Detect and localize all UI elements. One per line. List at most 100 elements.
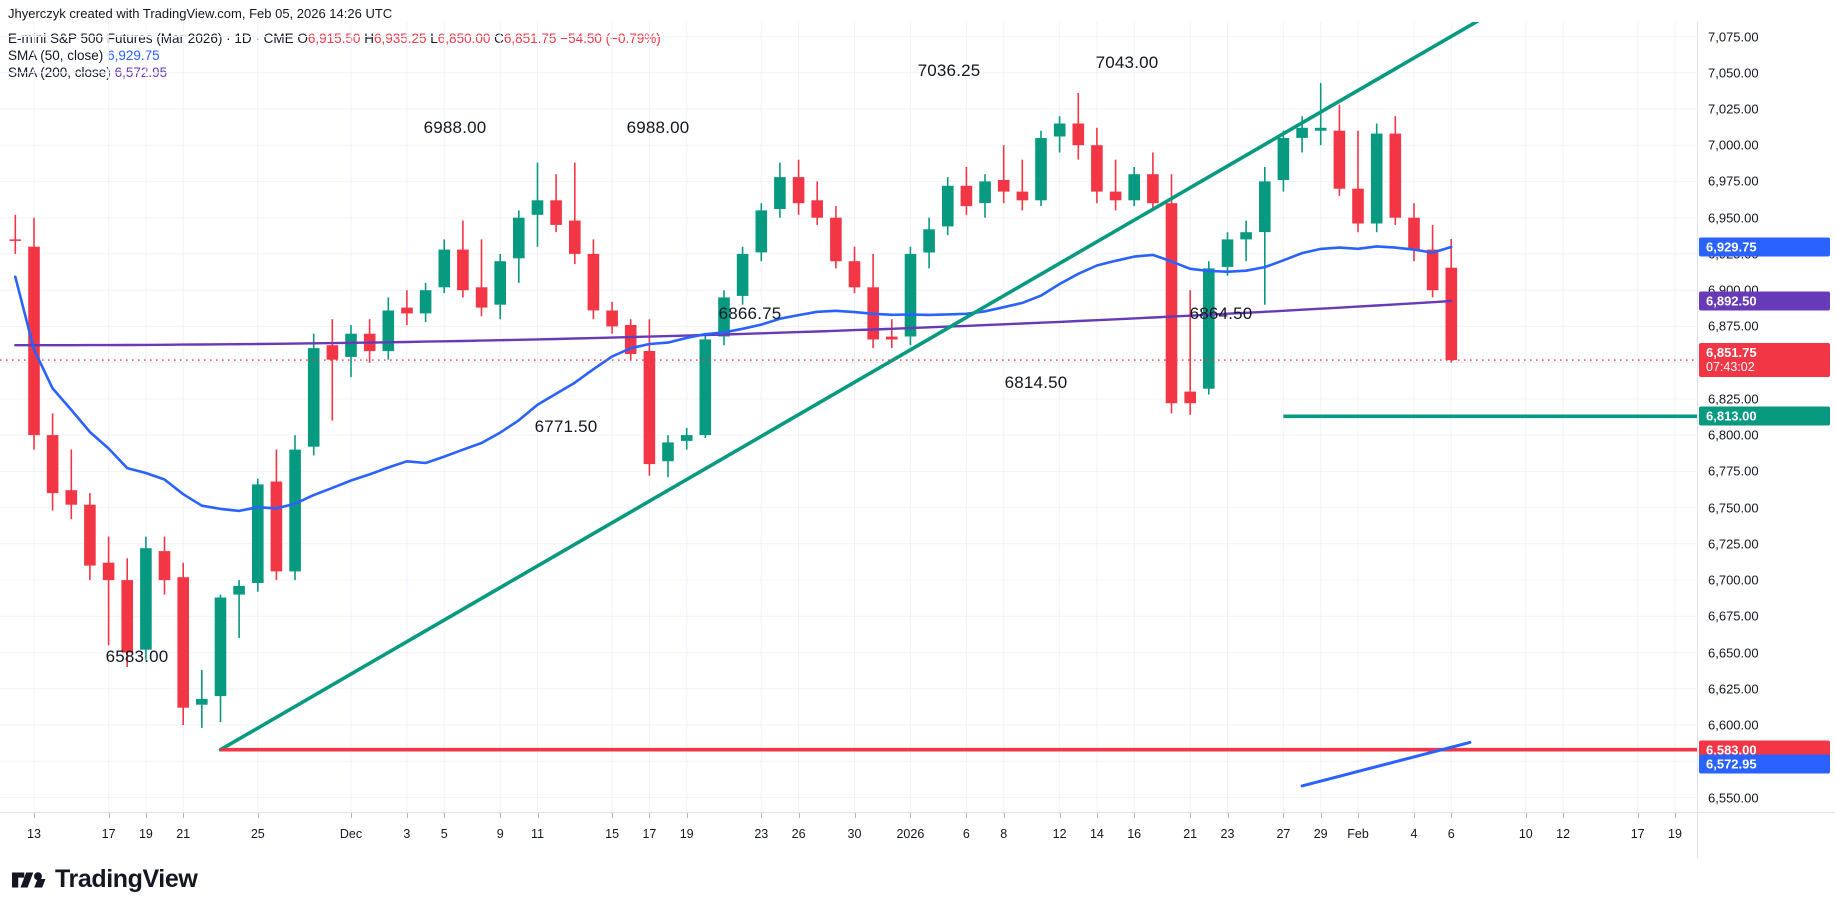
price-axis-tick: 6,875.00 [1708, 318, 1759, 334]
price-annotation[interactable]: 6814.50 [1004, 373, 1068, 392]
legend-open-label: O [297, 31, 308, 46]
sma200-tag-value: 6,892.50 [1706, 293, 1757, 309]
support-tag-value: 6,583.00 [1706, 742, 1757, 758]
price-axis-tick: 7,000.00 [1708, 137, 1759, 153]
price-annotation[interactable]: 6864.50 [1189, 304, 1253, 323]
time-axis-tickmark [145, 813, 147, 818]
price-axis-tick: 6,650.00 [1708, 645, 1759, 661]
time-axis-tick: 9 [496, 827, 504, 841]
time-axis-tickmark [257, 813, 259, 818]
candlestick-chart [0, 22, 1697, 812]
time-axis-tick: 8 [1000, 827, 1008, 841]
time-axis[interactable]: 13 17 19 21 25 Dec 3 5 9 11 15 17 19 23 26 30 2026 6 8 12 14… [0, 812, 1697, 858]
price-axis-tick: 6,625.00 [1708, 681, 1759, 697]
time-axis-tickmark [910, 813, 912, 818]
time-axis-tickmark [798, 813, 800, 818]
time-axis-tick: 17 [1630, 827, 1645, 841]
price-axis-tick: 6,825.00 [1708, 391, 1759, 407]
time-axis-tick: 11 [531, 827, 544, 841]
time-axis-tickmark [34, 813, 35, 818]
candles [9, 82, 1458, 728]
time-axis-tickmark [1525, 813, 1527, 818]
sma200-low-tag-value: 6,572.95 [1706, 756, 1757, 772]
time-axis-tick: 15 [605, 827, 620, 841]
support-tag[interactable]: 6,583.00 [1699, 740, 1830, 760]
time-axis-tick: 19 [679, 827, 694, 841]
time-axis-tick: 21 [1183, 827, 1198, 841]
legend-high-value: 6,935.25 [373, 31, 427, 46]
price-axis-tick: 7,075.00 [1708, 29, 1759, 44]
time-axis-tick: 12 [1556, 827, 1571, 841]
price-annotation[interactable]: 6988.00 [626, 118, 690, 137]
price-annotation[interactable]: 7036.25 [917, 61, 981, 80]
last-price-tag[interactable]: 6,851.75 07:43:02 [1699, 343, 1830, 378]
last-price-tag-value: 6,851.75 [1706, 345, 1757, 361]
price-axis-tick: 6,775.00 [1708, 463, 1759, 479]
time-axis-tickmark [1637, 813, 1639, 818]
time-axis-tick: 27 [1276, 827, 1291, 841]
time-axis-tick: 13 [27, 827, 41, 841]
tradingview-logo-icon [12, 871, 46, 888]
tradingview-brand-text: TradingView [55, 865, 198, 893]
time-axis-tickmark [351, 813, 352, 818]
legend-symbol-row[interactable]: E-mini S&P 500 Futures (Mar 2026) · 1D ·… [8, 30, 661, 47]
time-axis-tick: 12 [1052, 827, 1067, 841]
time-axis-tickmark [1190, 813, 1192, 818]
time-axis-tick: 25 [250, 827, 265, 841]
time-axis-tickmark [1451, 813, 1453, 818]
legend-low-value: 6,850.00 [437, 31, 491, 46]
price-annotation[interactable]: 6866.75 [718, 304, 782, 323]
time-axis-tickmark [1358, 813, 1359, 818]
legend-high-label: H [364, 31, 374, 46]
time-axis-tickmark [1414, 813, 1415, 818]
time-axis-tickmark [1320, 813, 1322, 818]
price-axis[interactable]: 7,075.00 7,050.00 7,025.00 7,000.00 6,975.00… [1697, 22, 1835, 812]
time-axis-tickmark [761, 813, 763, 818]
sma50-tag-value: 6,929.75 [1706, 239, 1757, 255]
time-axis-tickmark [966, 813, 968, 818]
time-axis-tick: 14 [1089, 827, 1104, 841]
time-axis-tickmark [1283, 813, 1285, 818]
price-axis-tick: 6,600.00 [1708, 717, 1759, 733]
price-annotation[interactable]: 6583.00 [105, 647, 169, 666]
sma50-tag[interactable]: 6,929.75 [1699, 237, 1830, 257]
time-axis-tick: 29 [1313, 827, 1328, 841]
time-axis-tickmark [183, 813, 185, 818]
legend-sma50-row[interactable]: SMA (50, close) 6,929.75 [8, 47, 661, 64]
time-axis-tickmark [854, 813, 856, 818]
price-axis-tick: 6,700.00 [1708, 572, 1759, 588]
price-axis-tick: 7,050.00 [1708, 65, 1759, 81]
time-axis-tickmark [1096, 813, 1098, 818]
time-axis-tickmark [444, 813, 446, 818]
legend-low-label: L [430, 31, 438, 46]
time-axis-tickmark [686, 813, 688, 818]
legend-sma50-value: 6,929.75 [107, 48, 160, 63]
time-axis-tick: 3 [403, 827, 411, 841]
price-annotation[interactable]: 6771.50 [534, 417, 598, 436]
time-axis-tick: 16 [1127, 827, 1142, 841]
time-axis-tickmark [1227, 813, 1229, 818]
time-axis-tickmark [406, 813, 408, 818]
legend-sma50-label: SMA (50, close) [8, 48, 104, 63]
sma200-tag[interactable]: 6,892.50 [1699, 291, 1830, 311]
time-axis-tick: 2026 [896, 827, 925, 841]
time-axis-tickmark [1003, 813, 1005, 818]
price-axis-tick: 6,750.00 [1708, 500, 1759, 516]
legend-open-value: 6,915.50 [307, 31, 361, 46]
time-axis-tick: 17 [642, 827, 657, 841]
target-tag[interactable]: 6,813.00 [1699, 406, 1830, 426]
time-axis-tick: 30 [847, 827, 862, 841]
time-axis-tick: 21 [176, 827, 191, 841]
time-axis-tick: 5 [440, 827, 448, 841]
time-axis-tick: 10 [1518, 827, 1533, 841]
chart-plot-area[interactable]: 6988.00 6988.00 7036.25 7043.00 6866.75 6771.… [0, 22, 1697, 812]
axis-corner [1697, 812, 1835, 858]
sma200-low-tag[interactable]: 6,572.95 [1699, 754, 1830, 774]
price-axis-tick: 7,025.00 [1708, 101, 1759, 117]
attribution-text: Jhyerczyk created with TradingView.com, … [8, 6, 393, 21]
time-axis-tick: 19 [1668, 827, 1682, 841]
drawings [0, 22, 1697, 788]
price-annotation[interactable]: 7043.00 [1095, 53, 1159, 72]
price-annotation[interactable]: 6988.00 [423, 118, 487, 137]
time-axis-tick: 6 [1447, 827, 1455, 841]
